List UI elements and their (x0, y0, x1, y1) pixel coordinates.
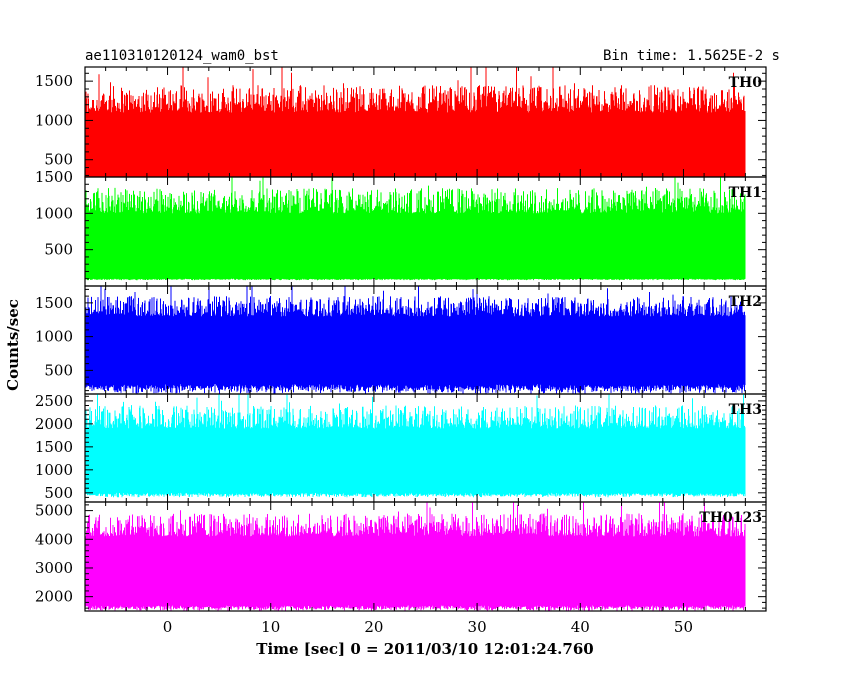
x-tick-label: 40 (571, 618, 590, 636)
x-axis: 0 10 20 30 40 50 (163, 618, 693, 636)
panel-th0: 500 1000 1500 TH0 (35, 66, 767, 178)
x-tick-label: 10 (261, 618, 280, 636)
chart-title: ae110310120124_wam0_bst (85, 48, 279, 64)
panel-label: TH1 (729, 185, 762, 201)
panel-label: TH0 (729, 75, 763, 91)
y-tick-label: 500 (44, 484, 73, 502)
y-tick-label: 2500 (35, 392, 73, 410)
y-tick-label: 1500 (35, 168, 73, 186)
x-tick-label: 50 (674, 618, 693, 636)
y-tick-label: 4000 (35, 530, 73, 548)
panel-label: TH3 (729, 402, 762, 418)
x-axis-label: Time [sec] 0 = 2011/03/10 12:01:24.760 (256, 640, 593, 658)
panels: 500 1000 1500 TH0 500 1000 1500 TH1 500 1000 1500 T… (35, 66, 767, 612)
y-axis-label: Counts/sec (4, 299, 22, 391)
series-th0 (85, 67, 746, 177)
y-tick-label: 1000 (35, 204, 73, 222)
y-tick-label: 500 (44, 241, 73, 259)
y-tick-label: 500 (44, 361, 73, 379)
panel-th2: 500 1000 1500 TH2 (35, 285, 767, 395)
panel-label: TH0123 (699, 510, 762, 526)
y-tick-label: 1000 (35, 461, 73, 479)
x-tick-label: 20 (364, 618, 383, 636)
x-tick-label: 30 (468, 618, 487, 636)
y-tick-label: 1500 (35, 294, 73, 312)
panel-th3: 500 1000 1500 2000 2500 TH3 (35, 392, 767, 503)
series-th1 (85, 177, 746, 281)
y-tick-label: 1000 (35, 111, 73, 129)
series-th3 (85, 394, 746, 498)
series-th0123 (85, 502, 746, 611)
x-tick-label: 0 (163, 618, 173, 636)
bin-time-label: Bin time: 1.5625E-2 s (603, 48, 780, 64)
series-th2 (85, 286, 746, 394)
y-tick-label: 1000 (35, 328, 73, 346)
y-tick-label: 500 (44, 151, 73, 169)
panel-th0123: 2000 3000 4000 5000 TH0123 (35, 501, 767, 612)
y-tick-label: 2000 (35, 588, 73, 606)
panel-label: TH2 (729, 294, 762, 310)
y-tick-label: 5000 (35, 502, 73, 520)
panel-th1: 500 1000 1500 TH1 (35, 168, 767, 287)
y-tick-label: 1500 (35, 438, 73, 456)
y-tick-label: 2000 (35, 415, 73, 433)
y-tick-label: 3000 (35, 559, 73, 577)
y-tick-label: 1500 (35, 72, 73, 90)
